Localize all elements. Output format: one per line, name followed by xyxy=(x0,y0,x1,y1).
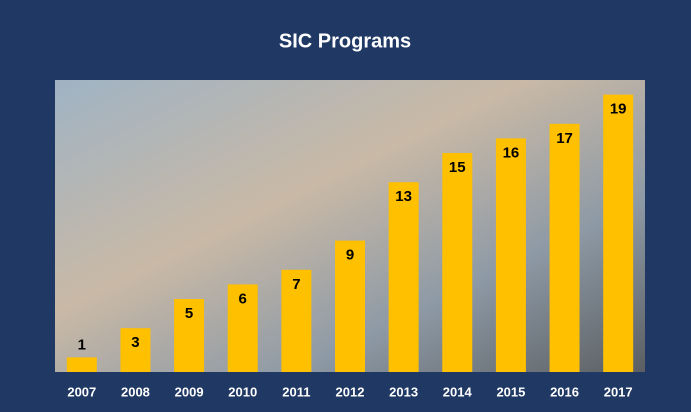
x-tick-label: 2014 xyxy=(443,384,473,399)
bar xyxy=(120,328,151,372)
x-tick-label: 2017 xyxy=(604,384,633,399)
bar xyxy=(495,138,526,372)
data-label: 1 xyxy=(78,336,86,353)
bar xyxy=(442,153,473,372)
data-label: 6 xyxy=(239,290,247,307)
x-tick-label: 2009 xyxy=(175,384,204,399)
data-label: 15 xyxy=(449,159,466,176)
bar xyxy=(549,123,580,372)
bar xyxy=(603,94,634,372)
x-tick-label: 2007 xyxy=(67,384,96,399)
data-label: 13 xyxy=(395,188,412,205)
x-tick-label: 2012 xyxy=(336,384,365,399)
data-label: 7 xyxy=(292,276,300,293)
data-label: 3 xyxy=(131,334,139,351)
x-tick-label: 2016 xyxy=(550,384,579,399)
x-tick-label: 2013 xyxy=(389,384,418,399)
x-tick-label: 2011 xyxy=(282,384,310,399)
data-label: 9 xyxy=(346,247,354,264)
chart-title: SIC Programs xyxy=(279,30,411,52)
bar xyxy=(227,284,258,372)
data-label: 19 xyxy=(610,101,627,118)
x-tick-label: 2008 xyxy=(121,384,150,399)
bar xyxy=(66,357,97,372)
bar xyxy=(174,299,205,372)
bar xyxy=(281,269,312,372)
data-label: 17 xyxy=(556,130,573,147)
x-tick-label: 2010 xyxy=(228,384,257,399)
bar xyxy=(335,240,365,372)
data-label: 5 xyxy=(185,305,193,322)
x-tick-label: 2015 xyxy=(496,384,525,399)
data-label: 16 xyxy=(503,144,520,161)
bar xyxy=(388,182,419,372)
